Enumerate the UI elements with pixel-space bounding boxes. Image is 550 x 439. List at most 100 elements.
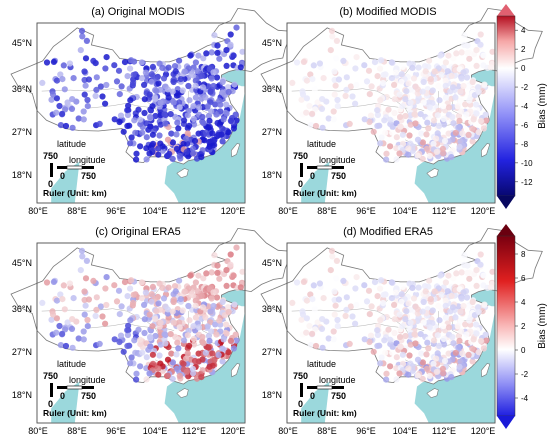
station-point xyxy=(397,343,404,350)
ruler-lon-bar-black xyxy=(57,166,67,169)
station-point xyxy=(137,116,144,123)
ruler-lon-zero: 0 xyxy=(60,391,65,401)
station-point xyxy=(310,62,317,69)
ruler-latitude-label: latitude xyxy=(307,359,336,369)
x-tick-label: 120°E xyxy=(221,206,246,216)
station-point xyxy=(412,83,419,90)
station-point xyxy=(366,118,373,126)
station-point xyxy=(475,88,482,96)
station-point xyxy=(225,308,232,316)
station-point xyxy=(183,368,190,375)
station-point xyxy=(431,288,438,295)
station-point xyxy=(202,94,209,101)
station-point xyxy=(186,122,193,129)
station-point xyxy=(335,296,342,303)
station-point xyxy=(469,125,476,132)
station-point xyxy=(406,132,413,139)
station-point xyxy=(307,122,314,129)
station-point xyxy=(50,58,58,65)
station-point xyxy=(385,326,392,333)
station-point xyxy=(417,331,424,338)
y-tick-label: 45°N xyxy=(262,38,282,48)
station-point xyxy=(142,289,149,296)
china-outline xyxy=(260,7,543,165)
station-point xyxy=(374,122,381,130)
station-point xyxy=(64,319,71,326)
station-point xyxy=(124,327,131,334)
station-point xyxy=(213,294,221,301)
station-point xyxy=(203,50,210,57)
station-point xyxy=(143,156,150,163)
station-points xyxy=(39,24,246,163)
station-point xyxy=(210,82,217,90)
station-point xyxy=(190,370,197,377)
station-point xyxy=(334,96,341,104)
y-tick-label: 27°N xyxy=(12,347,32,357)
station-point xyxy=(139,349,146,356)
station-point xyxy=(200,340,207,347)
station-point xyxy=(69,316,76,323)
ruler-lon-bar-white xyxy=(316,385,333,390)
station-point xyxy=(133,150,140,157)
station-point xyxy=(454,323,461,330)
station-point xyxy=(393,354,400,361)
y-tick-label: 18°N xyxy=(262,170,282,180)
station-point xyxy=(303,77,311,84)
ruler-lon-bar-black xyxy=(307,386,317,389)
station-point xyxy=(448,374,455,381)
station-point xyxy=(146,91,153,98)
station-point xyxy=(374,331,381,339)
station-point xyxy=(128,354,135,361)
x-tick-labels: 80°E 88°E 96°E 104°E 112°E 120°E xyxy=(278,426,495,436)
station-point xyxy=(148,291,155,298)
station-point xyxy=(66,280,73,287)
station-point xyxy=(195,350,202,357)
station-point xyxy=(162,120,169,127)
station-point xyxy=(53,315,61,322)
station-point xyxy=(414,356,422,363)
station-point xyxy=(481,301,488,308)
station-point xyxy=(377,97,384,104)
station-point xyxy=(191,137,199,145)
station-point xyxy=(93,306,100,313)
station-point xyxy=(319,316,326,323)
station-point xyxy=(380,299,387,307)
station-point xyxy=(465,351,472,358)
station-point xyxy=(49,311,57,318)
station-point xyxy=(207,88,214,95)
station-point xyxy=(49,91,57,98)
station-point xyxy=(397,333,404,341)
panel-a: (a) Original MODIS 45°N 36°N 27°N 18°N 8… xyxy=(10,6,293,216)
station-point xyxy=(116,118,123,126)
station-point xyxy=(469,298,476,306)
station-point xyxy=(199,304,207,311)
ruler-lon-zero: 0 xyxy=(60,171,65,181)
station-point xyxy=(82,82,89,89)
station-point xyxy=(84,103,91,110)
station-point xyxy=(391,81,398,88)
station-point xyxy=(347,303,354,310)
station-point xyxy=(131,117,138,124)
station-point xyxy=(198,72,205,80)
station-point xyxy=(230,125,237,132)
station-point xyxy=(202,314,209,321)
station-point xyxy=(176,99,183,106)
colorbar-bottom-label: Bias (mm) xyxy=(537,303,548,349)
station-point xyxy=(349,313,356,320)
station-point xyxy=(419,308,426,315)
station-point xyxy=(202,129,209,136)
station-point xyxy=(223,267,230,274)
station-point xyxy=(237,64,244,71)
station-point xyxy=(141,96,148,103)
x-tick-label: 112°E xyxy=(432,426,456,436)
colorbar-tick-label: 4 xyxy=(521,298,526,307)
station-point xyxy=(53,109,60,116)
station-point xyxy=(169,359,176,366)
station-point xyxy=(450,340,457,347)
station-point xyxy=(191,121,198,128)
station-point xyxy=(371,59,379,66)
station-point xyxy=(397,123,404,130)
station-point xyxy=(378,57,385,64)
station-point xyxy=(382,349,389,356)
station-point xyxy=(393,156,400,163)
